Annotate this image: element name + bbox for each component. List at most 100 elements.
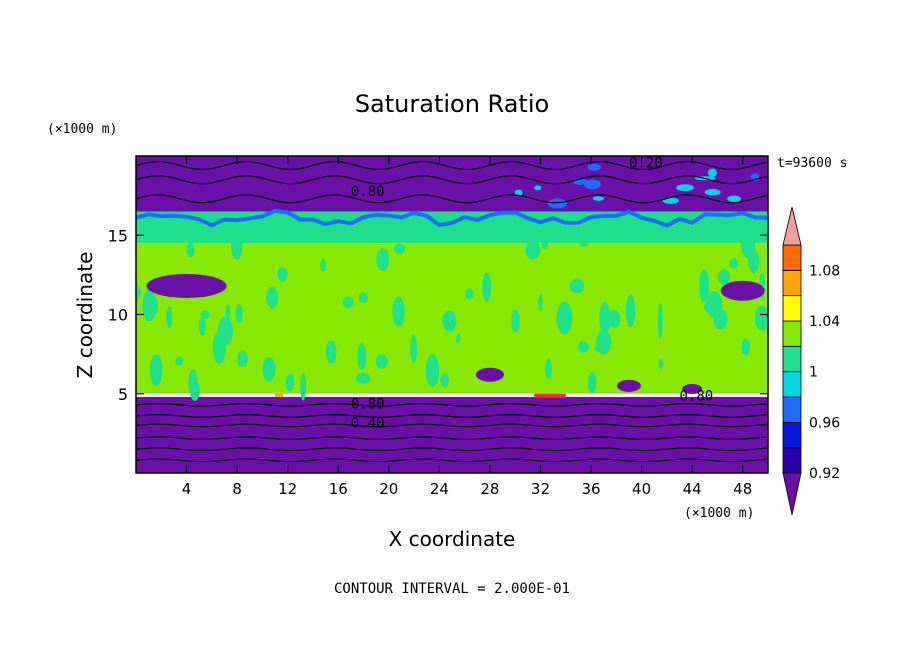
colorbar-bin [782, 447, 802, 474]
colorbar-bin [782, 269, 802, 297]
x-tick-label: 48 [733, 480, 752, 498]
dry-pocket [616, 379, 641, 392]
y-tick-label: 15 [108, 226, 128, 245]
x-tick-label: 24 [430, 480, 449, 498]
moist-speck [547, 198, 568, 209]
moist-patch [186, 242, 195, 258]
moist-patch [230, 229, 243, 260]
moist-patch [729, 258, 739, 269]
x-tick-label: 20 [379, 480, 398, 498]
moist-speck [587, 163, 601, 171]
colorbar-tick-label: 1.08 [809, 263, 840, 279]
moist-patch [198, 316, 206, 336]
y-tick-label: 5 [118, 385, 128, 404]
moist-patch [525, 240, 541, 260]
moist-patch [511, 309, 520, 333]
colorbar-tick-label: 1.04 [809, 314, 840, 330]
contour-line-upper [136, 175, 768, 185]
colorbar-bin [782, 396, 802, 423]
moist-patch [718, 269, 730, 285]
colorbar-tick-label: 1 [809, 365, 818, 381]
moist-patch [578, 229, 590, 247]
y-axis-label: Z coordinate [73, 252, 97, 379]
contour-line-lower [136, 436, 768, 440]
moist-patch [150, 296, 158, 315]
contour-label: 0.80 [351, 396, 385, 412]
colorbar-tick-label: 0.96 [809, 415, 840, 431]
plot-area [136, 156, 768, 473]
supersaturated-spot [534, 393, 566, 398]
moist-patch [225, 304, 231, 321]
moist-patch [587, 371, 597, 393]
moist-patch [320, 258, 326, 272]
moist-speck [704, 188, 721, 196]
contour-label: 0.20 [629, 155, 663, 171]
moist-patch [189, 380, 200, 401]
moist-patch [442, 310, 457, 332]
moist-patch [357, 342, 367, 371]
chart-title: Saturation Ratio [355, 90, 549, 118]
x-tick-label: 40 [632, 480, 651, 498]
moist-patch [482, 272, 492, 302]
x-tick-label: 8 [232, 480, 242, 498]
x-tick-label: 28 [480, 480, 499, 498]
colorbar-tick-label: 0.92 [809, 466, 840, 482]
moist-patch [376, 248, 390, 272]
moist-patch [657, 303, 663, 339]
contour-label: 0.80 [680, 388, 714, 404]
moist-patch [545, 358, 552, 380]
moist-speck [584, 179, 601, 190]
contour-line-lower [136, 402, 768, 407]
region-lower-dry [136, 396, 768, 473]
moist-patch [136, 287, 141, 298]
moist-patch [217, 316, 233, 346]
y-unit-label: (×1000 m) [47, 122, 117, 137]
moist-patch [358, 292, 369, 303]
moist-speck [707, 168, 718, 177]
contour-label: 0.40 [351, 415, 385, 431]
supersaturated-spot [275, 393, 284, 397]
moist-patch [237, 350, 248, 368]
colorbar-top-arrow [782, 206, 802, 246]
moist-speck [676, 184, 694, 192]
dry-pocket [475, 367, 504, 382]
moist-patch [625, 294, 636, 328]
moist-patch [440, 373, 449, 388]
contour-label: 0.80 [351, 184, 385, 200]
moist-patch [607, 310, 621, 328]
x-tick-label: 32 [531, 480, 550, 498]
moist-patch [277, 267, 288, 282]
time-label: t=93600 s [777, 156, 847, 171]
contour-line-lower [136, 423, 768, 428]
moist-patch [748, 249, 760, 274]
moist-patch [538, 294, 543, 312]
moist-patch [266, 286, 279, 309]
moist-patch [392, 296, 405, 327]
colorbar: 0.92 0.96 1 1.04 1.08 [782, 206, 840, 516]
moist-speck [514, 189, 523, 196]
colorbar-bottom-arrow [782, 472, 802, 516]
region-upper-dry [136, 156, 768, 212]
contour-labels: 0.80 0.80 0.40 0.80 0.20 [351, 155, 713, 431]
x-tick-label: 16 [329, 480, 348, 498]
x-axis-label: X coordinate [389, 527, 516, 551]
colorbar-bin [782, 320, 802, 347]
contour-line-upper [136, 160, 768, 171]
dry-pocket [682, 383, 703, 394]
moist-patch [596, 329, 612, 355]
moist-patch [569, 278, 585, 294]
moist-patch [149, 354, 163, 387]
moist-patch [285, 373, 295, 392]
moist-patch [540, 229, 549, 250]
moist-patch [410, 334, 418, 364]
contour-line-upper [136, 194, 768, 204]
y-tick-label: 10 [108, 306, 128, 325]
moist-speck [592, 196, 605, 201]
colorbar-bin [782, 345, 802, 373]
moist-patch [175, 356, 184, 366]
moist-speck [727, 195, 742, 203]
moist-patch [342, 296, 354, 309]
moist-patch [658, 358, 664, 369]
moist-patch [300, 372, 307, 401]
